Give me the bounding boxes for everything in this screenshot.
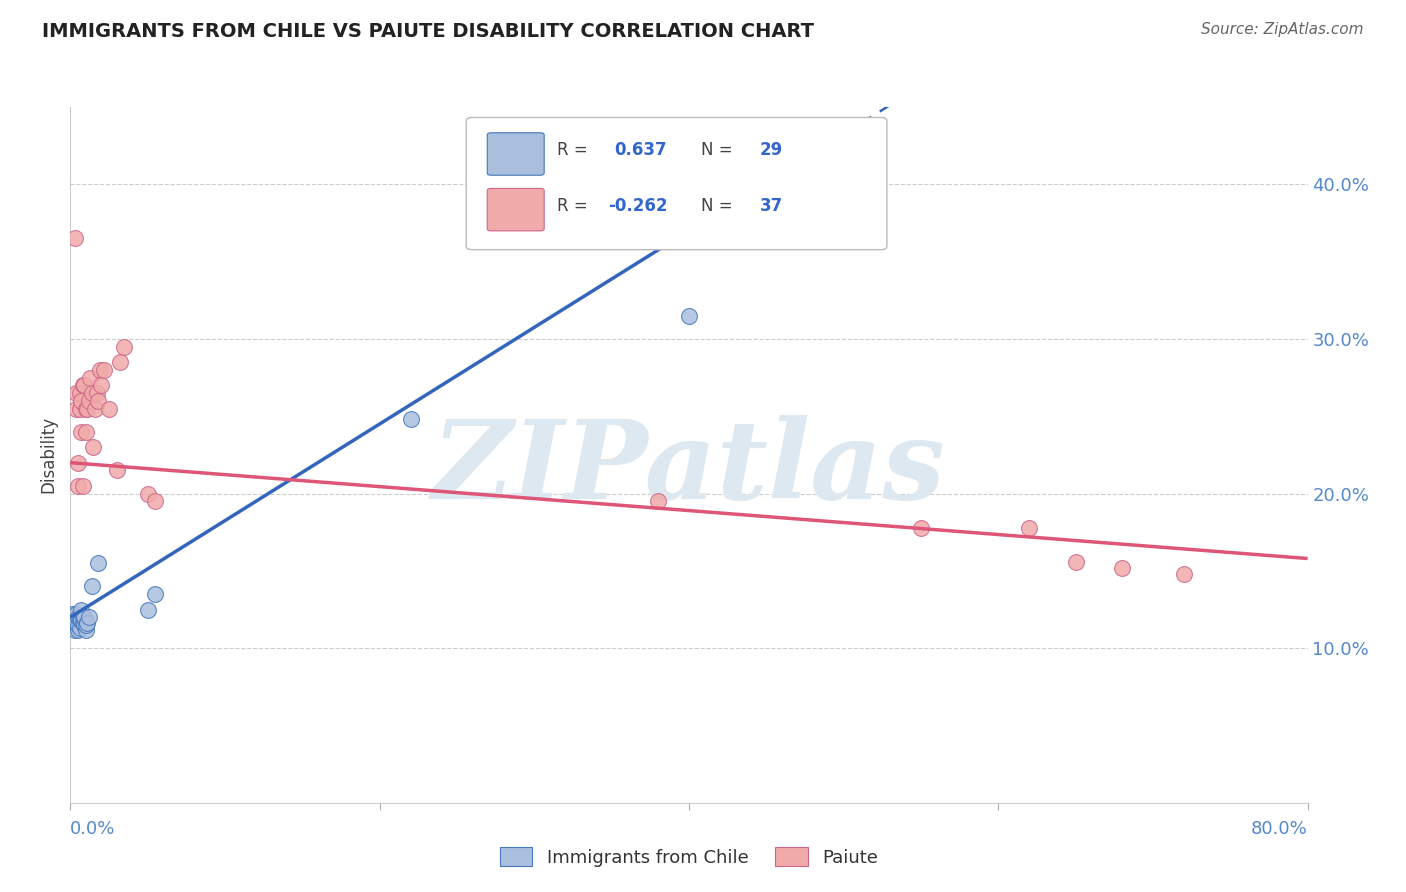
Point [399,412,422,426]
FancyBboxPatch shape [488,133,544,175]
Point [63,231,86,245]
Point [67,479,90,493]
Point [60,613,83,627]
Point [73,618,96,632]
Text: -0.262: -0.262 [609,197,668,215]
Point [62,618,84,632]
Point [63,623,86,637]
Point [84,401,107,416]
Text: IMMIGRANTS FROM CHILE VS PAIUTE DISABILITY CORRELATION CHART: IMMIGRANTS FROM CHILE VS PAIUTE DISABILI… [42,22,814,41]
Point [82,440,105,454]
Point [70,613,93,627]
Point [62,610,84,624]
Point [87,556,110,570]
Point [77,393,100,408]
Text: 37: 37 [759,197,783,215]
Point [145,587,167,601]
Text: 0.0%: 0.0% [70,821,115,838]
Point [65,386,87,401]
Text: 80.0%: 80.0% [1251,821,1308,838]
Point [1018,520,1040,534]
Point [145,494,167,508]
Point [86,386,108,401]
Point [108,355,131,369]
Point [76,401,98,416]
Point [75,623,97,637]
Point [89,363,111,377]
Point [72,378,94,392]
Point [70,393,93,408]
Point [63,613,86,627]
Point [60,607,83,622]
Point [75,618,97,632]
Point [678,309,700,323]
Legend: Immigrants from Chile, Paiute: Immigrants from Chile, Paiute [492,840,886,874]
Y-axis label: Disability: Disability [39,417,58,493]
Point [67,618,90,632]
Text: R =: R = [557,141,592,159]
Point [79,370,101,384]
Point [65,401,87,416]
Text: ZIPatlas: ZIPatlas [432,415,946,523]
Point [105,463,128,477]
Point [75,425,97,439]
Point [910,520,932,534]
Point [67,456,90,470]
Point [69,386,91,401]
Point [65,616,87,631]
Point [69,613,91,627]
Point [1064,555,1087,569]
Text: N =: N = [702,197,738,215]
Point [75,401,97,416]
Point [73,610,96,624]
FancyBboxPatch shape [488,188,544,231]
Point [93,363,115,377]
Point [72,610,94,624]
Point [72,479,94,493]
Point [114,340,136,354]
Point [647,494,669,508]
Point [80,386,103,401]
Point [87,393,110,408]
Point [1173,566,1195,581]
Text: 0.637: 0.637 [614,141,668,159]
Point [73,378,96,392]
Point [70,602,93,616]
Point [76,616,98,631]
Text: R =: R = [557,197,592,215]
Text: 29: 29 [759,141,783,159]
Point [65,607,87,622]
Point [69,401,91,416]
Point [70,425,93,439]
Point [90,378,112,392]
Point [80,579,103,593]
Text: N =: N = [702,141,738,159]
Point [136,602,159,616]
Point [98,401,121,416]
Point [67,610,90,624]
Point [67,623,90,637]
Point [69,621,91,635]
Point [72,616,94,631]
Point [136,486,159,500]
Text: Source: ZipAtlas.com: Source: ZipAtlas.com [1201,22,1364,37]
Point [77,610,100,624]
FancyBboxPatch shape [467,118,887,250]
Point [1111,561,1133,575]
